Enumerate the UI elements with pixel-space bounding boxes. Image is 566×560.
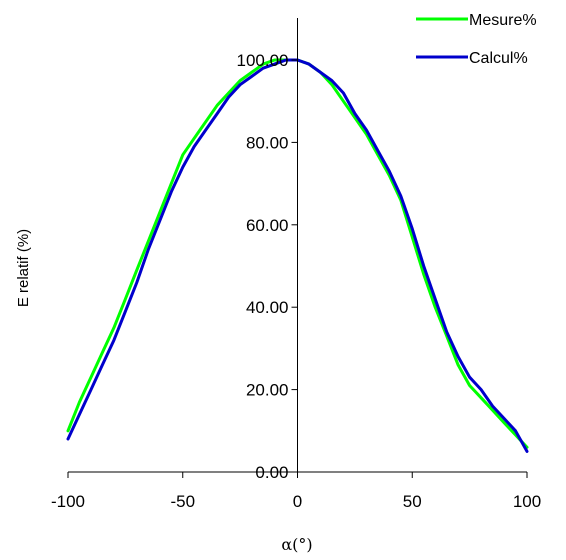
legend: Mesure% Calcul% [416,12,537,67]
axes: -100 -50 0 50 100 0.00 20.00 40.00 60.00 80.00 100… [51,18,541,511]
x-axis-title: α(°) [281,535,312,554]
y-tick-label: 100.00 [237,51,289,70]
y-tick-label: 40.00 [246,298,289,317]
x-tick-label: 50 [403,492,422,511]
legend-label: Calcul% [469,50,528,67]
y-tick-label: 60.00 [246,216,289,235]
x-tick-label: -100 [51,492,85,511]
x-tick-label: 0 [293,492,302,511]
x-tick-label: -50 [170,492,195,511]
x-tick-label: 100 [513,492,541,511]
y-tick-label: 20.00 [246,381,289,400]
y-axis-title: E relatif (%) [15,229,32,307]
legend-label: Mesure% [469,12,537,29]
y-tick-label: 0.00 [255,463,288,482]
y-tick-label: 80.00 [246,133,289,152]
